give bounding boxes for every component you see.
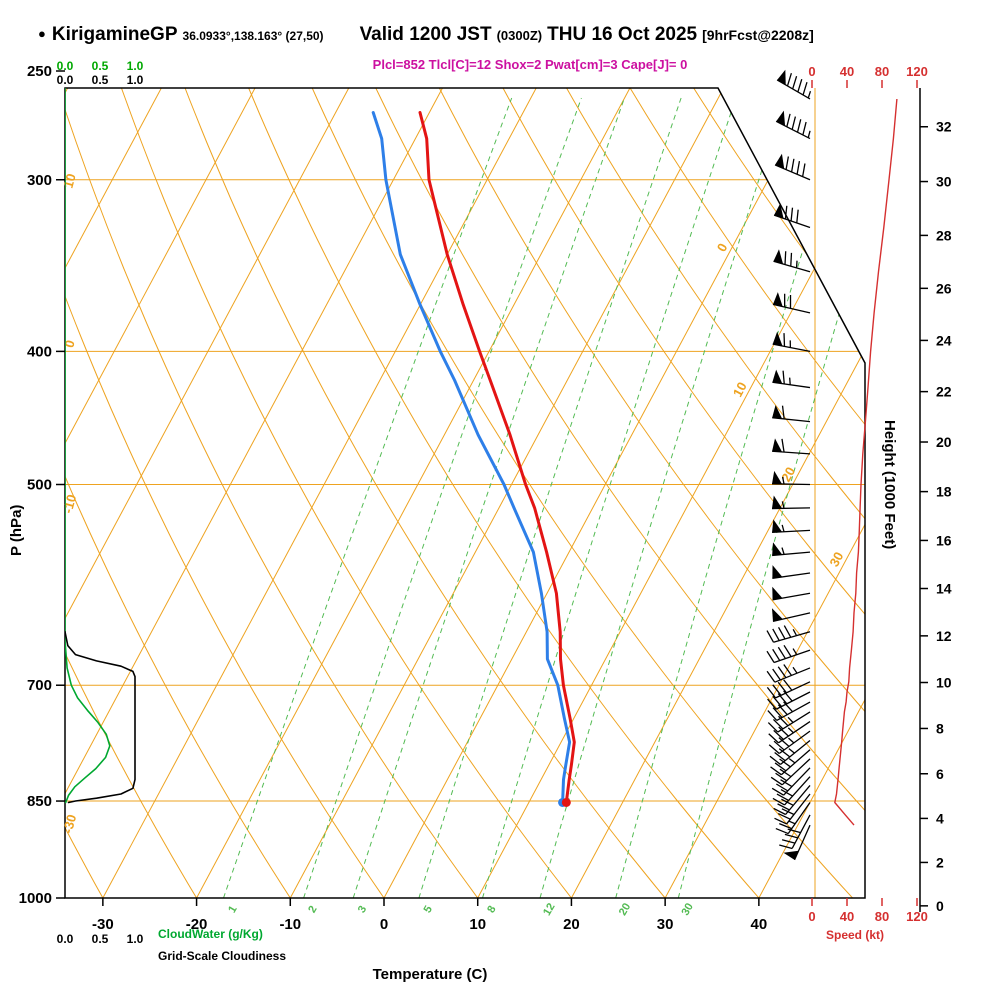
svg-text:10: 10: [936, 675, 952, 691]
plot-border: [64, 87, 866, 899]
valid-date: THU 16 Oct 2025: [547, 24, 698, 45]
svg-text:8: 8: [485, 904, 498, 915]
svg-text:30: 30: [657, 916, 674, 933]
svg-text:30: 30: [679, 901, 696, 918]
svg-text:-10: -10: [60, 493, 79, 515]
svg-text:0.5: 0.5: [92, 73, 109, 87]
station-bullet-icon: ●: [38, 26, 46, 41]
svg-text:0: 0: [61, 338, 77, 349]
svg-text:14: 14: [936, 581, 952, 597]
skewt-grid: [65, 88, 865, 898]
height-axis-title: Height (1000 Feet): [881, 420, 898, 550]
svg-text:850: 850: [27, 793, 52, 810]
svg-text:80: 80: [875, 64, 889, 79]
pressure-axis-title: P (hPa): [8, 504, 25, 556]
speed-axis-title: Speed (kt): [826, 928, 885, 942]
svg-text:18: 18: [936, 484, 952, 500]
svg-text:30: 30: [826, 549, 846, 569]
wind-barbs: [766, 69, 812, 861]
svg-text:0: 0: [808, 64, 815, 79]
svg-text:0: 0: [380, 916, 388, 933]
svg-text:2: 2: [936, 854, 944, 870]
svg-text:10: 10: [730, 380, 750, 400]
title-bar: ● KirigamineGP 36.0933°,138.163° (27,50) Va…: [38, 24, 814, 46]
station-name: KirigamineGP: [51, 24, 178, 45]
svg-text:1.0: 1.0: [127, 932, 144, 946]
temperature-start-dot: [561, 797, 571, 807]
svg-text:5: 5: [422, 904, 435, 915]
svg-text:0.0: 0.0: [57, 73, 74, 87]
temperature-curve: [418, 111, 576, 804]
svg-text:1: 1: [226, 904, 239, 915]
svg-text:16: 16: [936, 532, 952, 548]
dewpoint-curve: [371, 111, 572, 804]
svg-text:10: 10: [61, 172, 79, 190]
svg-text:12: 12: [541, 901, 558, 918]
svg-text:0.0: 0.0: [57, 932, 74, 946]
svg-text:1.0: 1.0: [127, 59, 144, 73]
svg-text:8: 8: [936, 720, 944, 736]
svg-text:3: 3: [356, 904, 369, 915]
station-coordinates: 36.0933°,138.163° (27,50): [182, 29, 324, 43]
svg-text:300: 300: [27, 172, 52, 189]
svg-text:0.0: 0.0: [57, 59, 74, 73]
svg-text:0: 0: [808, 909, 815, 924]
svg-text:-30: -30: [60, 813, 79, 835]
svg-text:0: 0: [714, 241, 731, 254]
mixing-ratio-lines: [223, 97, 865, 898]
svg-text:20: 20: [936, 434, 952, 450]
svg-text:6: 6: [936, 766, 944, 782]
svg-text:32: 32: [936, 119, 952, 135]
svg-text:40: 40: [751, 916, 768, 933]
svg-text:2: 2: [306, 904, 319, 915]
svg-text:26: 26: [936, 280, 952, 296]
svg-text:20: 20: [563, 916, 580, 933]
svg-text:12: 12: [936, 628, 952, 644]
cloudiness-axis-title: Grid-Scale Cloudiness: [158, 949, 287, 963]
cloudwater-curve: [65, 88, 111, 804]
cloudiness-curve: [65, 631, 136, 804]
svg-text:20: 20: [617, 901, 634, 918]
svg-text:22: 22: [936, 384, 952, 400]
sounding-parameters: Plcl=852 Tlcl[C]=12 Shox=2 Pwat[cm]=3 Ca…: [372, 57, 688, 72]
svg-text:10: 10: [469, 916, 486, 933]
svg-text:30: 30: [936, 174, 952, 190]
forecast-info: [9hrFcst@2208z]: [702, 27, 814, 43]
valid-time-utc: (0300Z): [496, 28, 543, 43]
cloudwater-axis-title: CloudWater (g/Kg): [158, 927, 263, 941]
wind-speed-curve: [834, 98, 898, 826]
svg-text:40: 40: [840, 909, 854, 924]
svg-text:-30: -30: [92, 916, 114, 933]
svg-text:0: 0: [936, 898, 944, 914]
svg-text:400: 400: [27, 343, 52, 360]
svg-text:0.5: 0.5: [92, 932, 109, 946]
svg-text:4: 4: [936, 810, 944, 826]
svg-text:250: 250: [27, 63, 52, 80]
svg-text:0.5: 0.5: [92, 59, 109, 73]
svg-text:-10: -10: [279, 916, 301, 933]
svg-text:1.0: 1.0: [127, 73, 144, 87]
profile-curves: [65, 88, 576, 807]
svg-text:700: 700: [27, 677, 52, 694]
svg-text:500: 500: [27, 477, 52, 494]
valid-time: Valid 1200 JST: [359, 24, 492, 45]
temperature-axis-title: Temperature (C): [372, 966, 488, 983]
svg-text:-20: -20: [186, 916, 208, 933]
svg-text:28: 28: [936, 227, 952, 243]
svg-text:40: 40: [840, 64, 854, 79]
svg-text:24: 24: [936, 332, 952, 348]
svg-text:1000: 1000: [19, 890, 52, 907]
svg-text:120: 120: [906, 909, 928, 924]
svg-text:120: 120: [906, 64, 928, 79]
svg-text:80: 80: [875, 909, 889, 924]
svg-text:20: 20: [778, 464, 798, 484]
